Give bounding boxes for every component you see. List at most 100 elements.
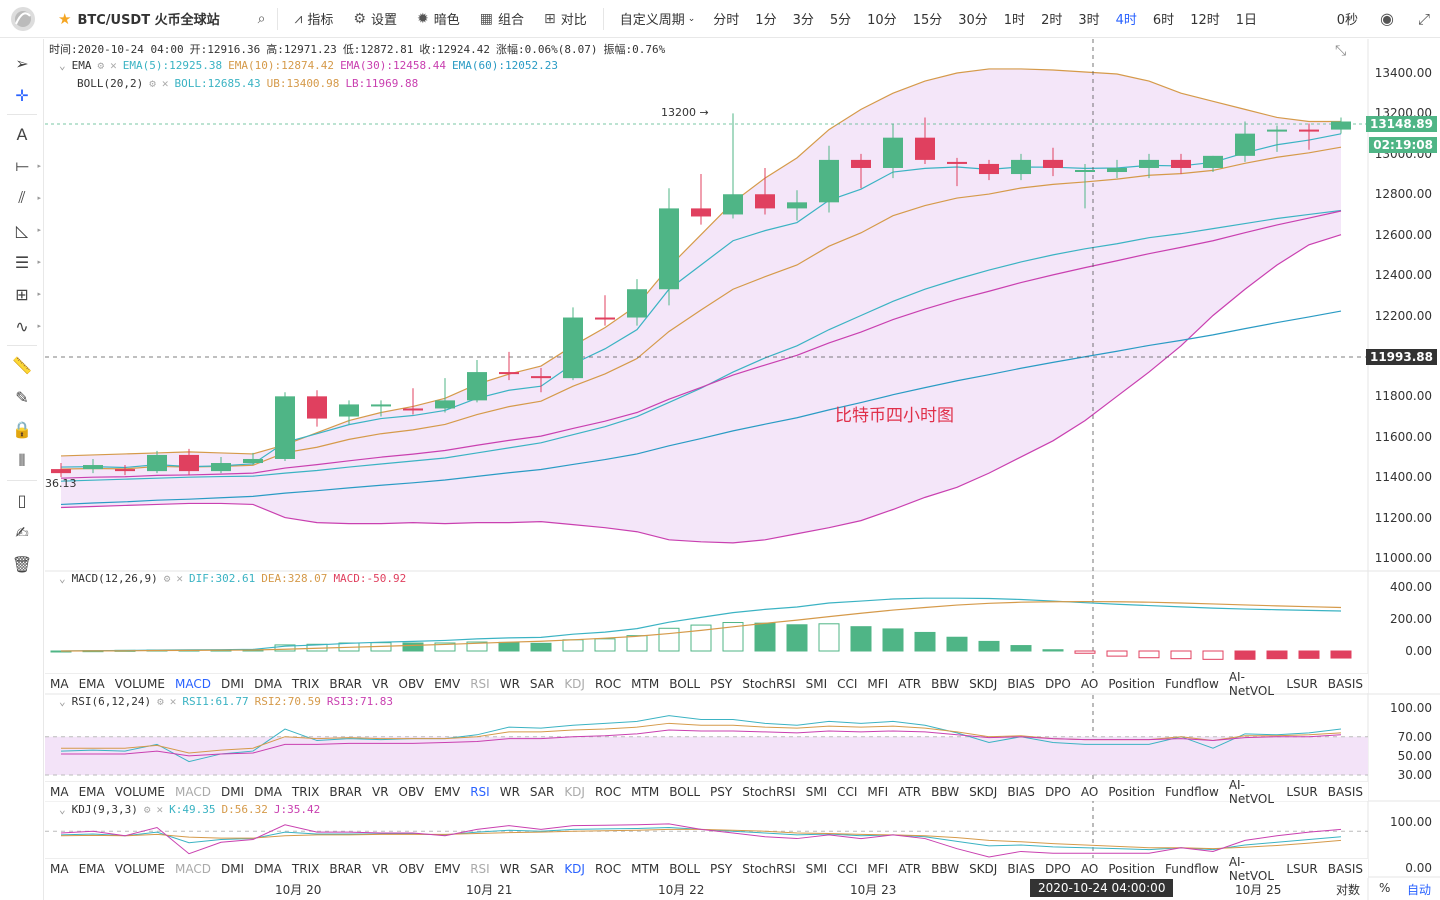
- collapse-icon[interactable]: ⌄: [59, 572, 66, 585]
- indicator-volume[interactable]: VOLUME: [114, 676, 165, 691]
- log-toggle[interactable]: 对数: [1336, 883, 1361, 897]
- indicator-skdj[interactable]: SKDJ: [969, 861, 998, 876]
- indicator-roc[interactable]: ROC: [594, 861, 622, 876]
- indicator-lsur[interactable]: LSUR: [1286, 784, 1318, 799]
- chart-canvas[interactable]: [45, 39, 1440, 900]
- indicator-kdj[interactable]: KDJ: [564, 784, 585, 799]
- period-3[interactable]: 5分: [829, 13, 852, 28]
- indicator-atr[interactable]: ATR: [898, 676, 922, 691]
- hide-tool[interactable]: ⫴: [0, 445, 44, 477]
- indicator-bias[interactable]: BIAS: [1007, 676, 1035, 691]
- indicator-dmi[interactable]: DMI: [220, 861, 245, 876]
- indicator-macd[interactable]: MACD: [174, 861, 211, 876]
- period-0[interactable]: 分时: [713, 13, 740, 28]
- indicator-brar[interactable]: BRAR: [329, 784, 362, 799]
- layout-button[interactable]: ▦ 组合: [479, 10, 524, 29]
- period-6[interactable]: 30分: [958, 13, 988, 28]
- period-11[interactable]: 6时: [1152, 13, 1175, 28]
- indicator-roc[interactable]: ROC: [594, 676, 622, 691]
- pattern-tool[interactable]: ⊞ ▸: [15, 284, 41, 304]
- indicator-brar[interactable]: BRAR: [329, 676, 362, 691]
- indicator-volume[interactable]: VOLUME: [114, 784, 165, 799]
- indicator-obv[interactable]: OBV: [398, 676, 425, 691]
- indicator-mtm[interactable]: MTM: [631, 784, 660, 799]
- indicator-bbw[interactable]: BBW: [931, 676, 960, 691]
- indicator-position[interactable]: Position: [1108, 784, 1156, 799]
- fib-tool[interactable]: ⫽ ▸: [18, 188, 41, 207]
- notes-tool[interactable]: ▯: [0, 484, 44, 516]
- ruler-tool[interactable]: 📏: [0, 349, 44, 381]
- indicator-emv[interactable]: EMV: [434, 861, 461, 876]
- indicator-dpo[interactable]: DPO: [1044, 676, 1071, 691]
- expand-icon[interactable]: ⤡: [1335, 43, 1347, 59]
- custom-period-dropdown[interactable]: 自定义周期 ⌄: [619, 13, 696, 28]
- edit-tool[interactable]: ✍: [0, 516, 44, 548]
- indicator-atr[interactable]: ATR: [898, 861, 922, 876]
- indicator-lsur[interactable]: LSUR: [1286, 676, 1318, 691]
- indicator-trix[interactable]: TRIX: [291, 784, 320, 799]
- indicator-smi[interactable]: SMI: [805, 676, 828, 691]
- indicator-emv[interactable]: EMV: [434, 676, 461, 691]
- indicator-emv[interactable]: EMV: [434, 784, 461, 799]
- period-12[interactable]: 12时: [1190, 13, 1220, 28]
- settings-button[interactable]: ⚙ 设置: [353, 10, 397, 29]
- indicator-psy[interactable]: PSY: [710, 861, 733, 876]
- period-10[interactable]: 4时: [1115, 13, 1137, 28]
- gear-icon[interactable]: ⚙: [97, 59, 105, 72]
- indicator-rsi[interactable]: RSI: [470, 784, 490, 799]
- collapse-icon[interactable]: ⌄: [59, 695, 66, 708]
- gear-icon[interactable]: ⚙: [143, 803, 151, 816]
- indicator-obv[interactable]: OBV: [398, 861, 425, 876]
- indicator-brar[interactable]: BRAR: [329, 861, 362, 876]
- indicator-rsi[interactable]: RSI: [470, 676, 490, 691]
- period-8[interactable]: 2时: [1041, 13, 1063, 28]
- indicator-basis[interactable]: BASIS: [1327, 861, 1363, 876]
- indicator-basis[interactable]: BASIS: [1327, 676, 1363, 691]
- indicators-button[interactable]: ⩘ 指标: [294, 10, 334, 29]
- indicator-skdj[interactable]: SKDJ: [969, 676, 998, 691]
- indicator-psy[interactable]: PSY: [710, 676, 733, 691]
- indicator-kdj[interactable]: KDJ: [564, 676, 585, 691]
- indicator-ai-netvol[interactable]: AI-NetVOL: [1228, 669, 1275, 698]
- auto-toggle[interactable]: 自动: [1407, 883, 1432, 897]
- indicator-wr[interactable]: WR: [499, 784, 520, 799]
- indicator-psy[interactable]: PSY: [710, 784, 733, 799]
- indicator-skdj[interactable]: SKDJ: [969, 784, 998, 799]
- indicator-lsur[interactable]: LSUR: [1286, 861, 1318, 876]
- indicator-vr[interactable]: VR: [371, 784, 389, 799]
- indicator-mfi[interactable]: MFI: [867, 784, 889, 799]
- indicator-vr[interactable]: VR: [371, 861, 389, 876]
- indicator-macd[interactable]: MACD: [174, 676, 211, 691]
- indicator-fundflow[interactable]: Fundflow: [1165, 784, 1219, 799]
- gear-icon[interactable]: ⚙: [163, 572, 171, 585]
- indicator-ma[interactable]: MA: [50, 676, 69, 691]
- percent-toggle[interactable]: %: [1379, 881, 1391, 895]
- indicator-vr[interactable]: VR: [371, 676, 389, 691]
- indicator-macd[interactable]: MACD: [174, 784, 211, 799]
- indicator-basis[interactable]: BASIS: [1327, 784, 1363, 799]
- dark-mode-button[interactable]: ✹ 暗色: [416, 10, 460, 29]
- gear-icon[interactable]: ⚙: [157, 695, 164, 708]
- camera-icon[interactable]: ◉: [1380, 9, 1394, 28]
- indicator-ai-netvol[interactable]: AI-NetVOL: [1228, 777, 1275, 806]
- wave-tool[interactable]: ∿ ▸: [15, 316, 41, 336]
- indicator-ma[interactable]: MA: [50, 784, 69, 799]
- text-tool[interactable]: A: [0, 118, 44, 150]
- indicator-cci[interactable]: CCI: [837, 861, 858, 876]
- indicator-mtm[interactable]: MTM: [631, 676, 660, 691]
- close-icon[interactable]: ✕: [176, 572, 183, 585]
- indicator-trix[interactable]: TRIX: [291, 861, 320, 876]
- indicator-sar[interactable]: SAR: [529, 676, 555, 691]
- indicator-position[interactable]: Position: [1108, 676, 1156, 691]
- indicator-kdj[interactable]: KDJ: [564, 861, 585, 876]
- period-7[interactable]: 1时: [1003, 13, 1026, 28]
- gear-icon[interactable]: ⚙: [149, 77, 156, 90]
- indicator-dmi[interactable]: DMI: [220, 676, 245, 691]
- indicator-ema[interactable]: EMA: [78, 861, 105, 876]
- indicator-sar[interactable]: SAR: [529, 784, 555, 799]
- indicator-position[interactable]: Position: [1108, 861, 1156, 876]
- close-icon[interactable]: ✕: [110, 59, 117, 72]
- period-13[interactable]: 1日: [1235, 13, 1258, 28]
- indicator-dma[interactable]: DMA: [254, 861, 282, 876]
- compare-button[interactable]: ⊞ 对比: [543, 10, 587, 29]
